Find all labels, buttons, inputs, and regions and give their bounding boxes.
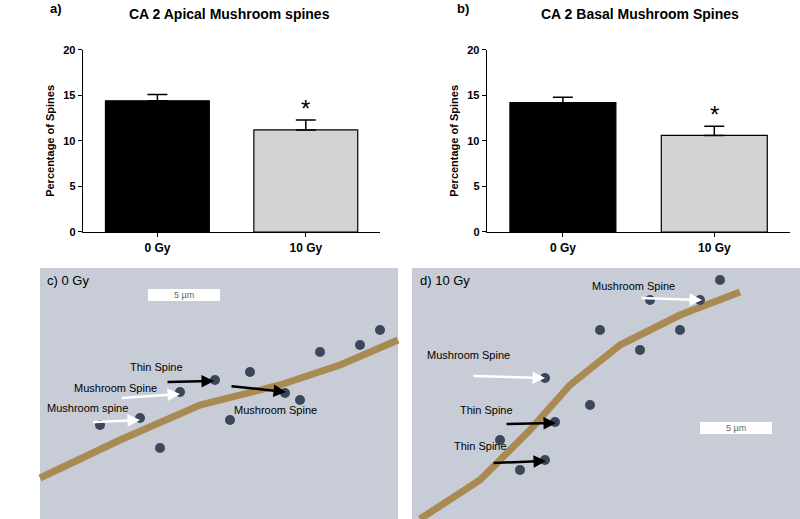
svg-text:Percentage of Spines: Percentage of Spines	[448, 85, 460, 197]
svg-text:CA 2 Apical Mushroom spines: CA 2 Apical Mushroom spines	[129, 6, 330, 22]
svg-text:c) 0 Gy: c) 0 Gy	[47, 273, 89, 288]
svg-text:Thin Spine: Thin Spine	[460, 404, 513, 416]
svg-text:10 Gy: 10 Gy	[698, 241, 731, 255]
svg-text:Thin Spine: Thin Spine	[130, 361, 183, 373]
svg-text:5: 5	[473, 180, 479, 192]
svg-text:Thin Spine: Thin Spine	[454, 440, 507, 452]
svg-text:20: 20	[63, 44, 75, 56]
svg-text:0 Gy: 0 Gy	[550, 241, 576, 255]
svg-text:10: 10	[467, 135, 479, 147]
svg-text:Percentage of Spines: Percentage of Spines	[44, 85, 56, 197]
svg-text:b): b)	[457, 1, 469, 16]
svg-text:10: 10	[63, 135, 75, 147]
svg-text:Mushroom Spine: Mushroom Spine	[427, 349, 510, 361]
svg-text:Mushroom Spine: Mushroom Spine	[592, 280, 675, 292]
svg-text:0 Gy: 0 Gy	[144, 241, 170, 255]
svg-text:10 Gy: 10 Gy	[289, 241, 322, 255]
svg-text:5: 5	[69, 180, 75, 192]
svg-text:5 µm: 5 µm	[174, 290, 194, 300]
svg-text:5 µm: 5 µm	[726, 423, 746, 433]
svg-text:20: 20	[467, 44, 479, 56]
svg-text:Mushroom spine: Mushroom spine	[47, 402, 128, 414]
svg-text:0: 0	[473, 226, 479, 238]
svg-text:*: *	[301, 95, 310, 122]
svg-text:15: 15	[467, 89, 479, 101]
svg-text:Mushroom Spine: Mushroom Spine	[234, 404, 317, 416]
svg-text:*: *	[710, 101, 719, 128]
svg-text:a): a)	[50, 1, 62, 16]
svg-text:CA 2 Basal Mushroom Spines: CA 2 Basal Mushroom Spines	[541, 6, 739, 22]
svg-text:Mushroom Spine: Mushroom Spine	[74, 382, 157, 394]
svg-text:d) 10 Gy: d) 10 Gy	[420, 273, 470, 288]
svg-text:15: 15	[63, 89, 75, 101]
svg-text:0: 0	[69, 226, 75, 238]
